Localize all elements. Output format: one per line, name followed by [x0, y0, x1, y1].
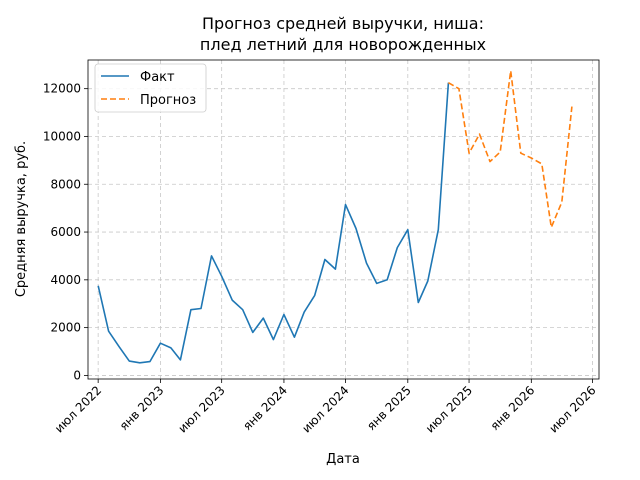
y-tick-label: 12000 — [43, 82, 81, 96]
series-lines — [97, 70, 573, 364]
y-tick-label: 6000 — [50, 225, 81, 239]
y-tick-label: 0 — [73, 368, 81, 382]
x-axis-label: Дата — [326, 452, 360, 467]
chart-title-line-1: Прогноз средней выручки, ниша: — [202, 14, 484, 33]
y-axis-label: Средняя выручка, руб. — [14, 141, 29, 297]
legend: Факт Прогноз — [94, 63, 207, 113]
legend-label-fact: Факт — [140, 70, 175, 85]
y-tick-label: 4000 — [50, 273, 81, 287]
y-tick-label: 2000 — [50, 321, 81, 335]
legend-label-forecast: Прогноз — [140, 93, 196, 108]
chart-title-line-2: плед летний для новорожденных — [200, 35, 486, 54]
y-tick-label: 10000 — [43, 129, 81, 143]
series-line-forecast — [448, 70, 573, 229]
y-axis-ticks: 0 2000 4000 6000 8000 10000 12000 — [43, 82, 88, 382]
y-tick-label: 8000 — [50, 177, 81, 191]
plot-area-frame — [87, 59, 600, 380]
series-line-fact — [97, 82, 450, 364]
grid — [88, 60, 599, 379]
